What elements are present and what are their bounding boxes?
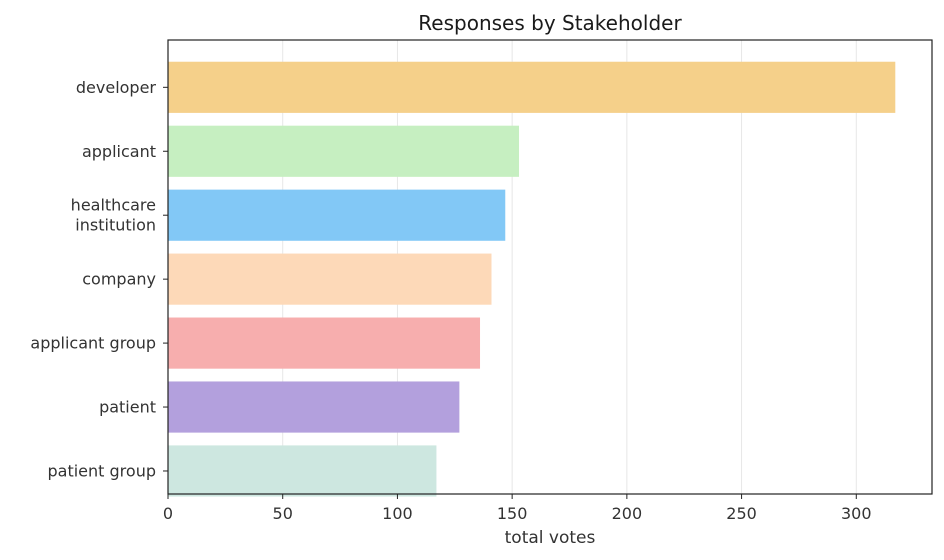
bar bbox=[168, 189, 506, 241]
x-tick-label: 250 bbox=[726, 504, 757, 523]
bar bbox=[168, 445, 437, 497]
x-tick-label: 0 bbox=[163, 504, 173, 523]
bar bbox=[168, 253, 492, 305]
x-tick-label: 300 bbox=[841, 504, 872, 523]
y-tick-label: applicant bbox=[82, 142, 156, 161]
y-tick-label: applicant group bbox=[30, 334, 156, 353]
x-tick-label: 150 bbox=[497, 504, 528, 523]
x-axis-ticks: 0 50 100 150 200 250 300 bbox=[163, 494, 872, 523]
y-tick-label: institution bbox=[75, 216, 156, 235]
y-tick-label: healthcare bbox=[71, 196, 156, 215]
bar bbox=[168, 61, 896, 113]
y-tick-label: patient bbox=[99, 398, 156, 417]
plot-frame bbox=[167, 39, 933, 495]
x-tick-label: 50 bbox=[273, 504, 293, 523]
x-axis-label: total votes bbox=[505, 528, 596, 548]
chart-title: Responses by Stakeholder bbox=[418, 11, 682, 35]
bars bbox=[168, 61, 896, 497]
bar bbox=[168, 125, 520, 177]
bar bbox=[168, 381, 460, 433]
x-tick-label: 100 bbox=[382, 504, 413, 523]
y-tick-label: patient group bbox=[48, 461, 157, 480]
y-tick-label: company bbox=[82, 270, 156, 289]
x-tick-label: 200 bbox=[612, 504, 643, 523]
y-tick-label: developer bbox=[76, 78, 157, 97]
bar bbox=[168, 317, 481, 369]
